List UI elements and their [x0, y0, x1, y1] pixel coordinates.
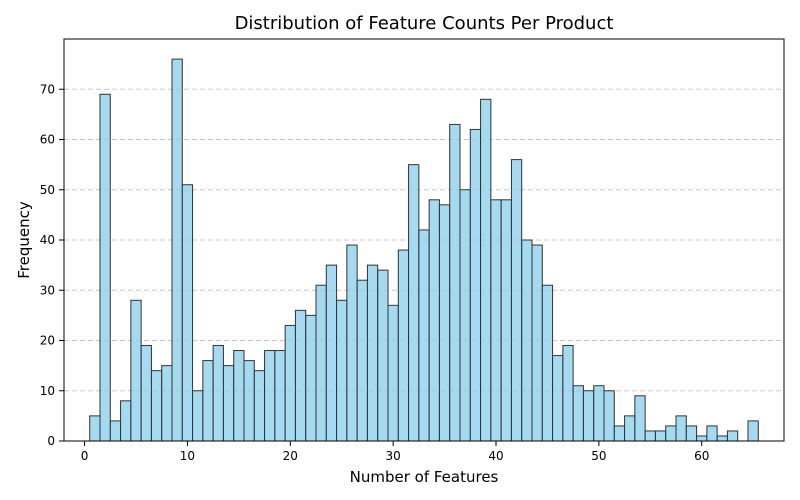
histogram-bar-32 — [408, 164, 420, 442]
histogram-bar-33 — [418, 229, 430, 442]
histogram-bar-47 — [562, 345, 574, 442]
histogram-bar-35 — [438, 204, 451, 442]
x-tick-label-10: 10 — [180, 449, 195, 463]
histogram-bar-14 — [222, 365, 235, 442]
histogram-bar-44 — [531, 244, 543, 442]
histogram-bar-41 — [500, 199, 512, 442]
histogram-bar-38 — [469, 128, 482, 442]
histogram-bar-3 — [109, 420, 122, 442]
histogram-bar-19 — [274, 350, 286, 442]
histogram-bar-12 — [202, 360, 214, 442]
y-axis-label: Frequency — [15, 201, 33, 279]
x-tick-label-0: 0 — [81, 449, 89, 463]
histogram-bar-39 — [480, 98, 492, 442]
histogram-bar-52 — [613, 425, 626, 442]
histogram-bar-31 — [397, 249, 410, 442]
x-tick-label-40: 40 — [488, 449, 503, 463]
histogram-bar-22 — [305, 314, 317, 442]
histogram-bar-51 — [603, 390, 615, 442]
histogram-bar-63 — [726, 430, 739, 442]
y-tick-label-30: 30 — [40, 283, 55, 297]
y-tick-label-70: 70 — [40, 82, 55, 96]
histogram-bar-42 — [510, 159, 523, 442]
histogram-bar-16 — [243, 360, 255, 442]
histogram-bar-36 — [449, 123, 461, 442]
histogram-bar-58 — [675, 415, 687, 442]
histogram-bar-4 — [120, 400, 132, 442]
histogram-bar-5 — [130, 299, 142, 442]
histogram-bar-60 — [696, 435, 708, 442]
histogram-bar-13 — [212, 345, 224, 442]
histogram-bar-62 — [716, 435, 728, 442]
histogram-bar-30 — [387, 304, 399, 442]
histogram-bar-21 — [294, 309, 307, 442]
x-axis-ticks: 0 10 20 30 40 50 60 — [81, 441, 709, 463]
histogram-bar-46 — [552, 355, 564, 442]
chart-title: Distribution of Feature Counts Per Produ… — [235, 13, 614, 34]
histogram-bar-17 — [253, 370, 266, 442]
histogram-bar-61 — [706, 425, 718, 442]
y-tick-label-60: 60 — [40, 133, 55, 147]
histogram-bar-28 — [366, 264, 379, 442]
histogram-bar-23 — [315, 284, 327, 442]
histogram-bar-34 — [428, 199, 440, 442]
histogram-bar-6 — [140, 345, 152, 442]
histogram-bar-7 — [150, 370, 163, 442]
histogram-bar-9 — [171, 58, 183, 442]
y-tick-label-0: 0 — [47, 434, 55, 448]
histogram-bar-11 — [192, 390, 204, 442]
histogram-bar-15 — [233, 350, 245, 442]
histogram-bar-2 — [99, 93, 111, 442]
histogram-bar-55 — [644, 430, 656, 442]
histogram-bar-40 — [490, 199, 502, 442]
histogram-bar-10 — [181, 184, 194, 442]
histogram-bar-50 — [593, 385, 605, 442]
y-axis-ticks: 0 10 20 30 40 50 60 70 — [40, 82, 64, 448]
histogram-bar-25 — [336, 299, 348, 442]
y-tick-label-10: 10 — [40, 384, 55, 398]
histogram-bar-18 — [264, 350, 276, 442]
histogram-bar-1 — [89, 415, 101, 442]
histogram-bar-65 — [747, 420, 759, 442]
y-tick-label-20: 20 — [40, 334, 55, 348]
y-tick-label-40: 40 — [40, 233, 55, 247]
histogram-bar-43 — [521, 239, 533, 442]
histogram-bar-49 — [582, 390, 595, 442]
x-tick-label-30: 30 — [386, 449, 401, 463]
x-tick-label-50: 50 — [591, 449, 606, 463]
histogram-bar-48 — [572, 385, 584, 442]
x-axis-label: Number of Features — [350, 468, 499, 486]
histogram-bar-57 — [665, 425, 677, 442]
histogram-bar-37 — [459, 189, 471, 442]
histogram-bar-53 — [624, 415, 636, 442]
histogram-bar-54 — [634, 395, 646, 442]
histogram-bar-24 — [325, 264, 338, 442]
x-tick-label-20: 20 — [283, 449, 298, 463]
x-tick-label-60: 60 — [694, 449, 709, 463]
histogram-bar-26 — [346, 244, 358, 442]
histogram-bar-56 — [654, 430, 667, 442]
histogram-bars — [89, 58, 759, 442]
y-tick-label-50: 50 — [40, 183, 55, 197]
histogram-bar-59 — [685, 425, 698, 442]
histogram-bar-20 — [284, 324, 296, 442]
histogram-bar-45 — [541, 284, 554, 442]
histogram-bar-29 — [377, 269, 389, 442]
histogram-bar-27 — [356, 279, 368, 442]
histogram-bar-8 — [161, 365, 173, 442]
